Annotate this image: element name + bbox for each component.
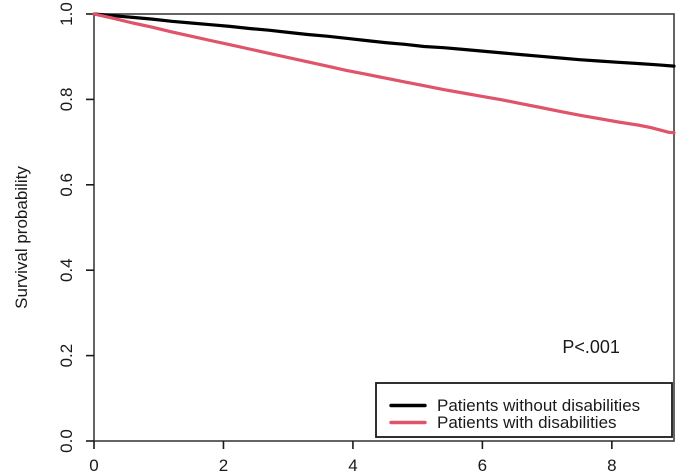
- annotation-group: P<.001: [562, 337, 620, 357]
- plot-box: [93, 13, 675, 442]
- y-axis-tick-label: 0.0: [57, 429, 76, 453]
- series-group: [92, 12, 676, 135]
- x-axis-tick-label: 2: [219, 456, 228, 475]
- legend-label-patients-without-disabilities: Patients without disabilities: [437, 396, 640, 415]
- y-axis-tick-label: 0.6: [57, 173, 76, 197]
- y-axis-tick-label: 1.0: [57, 2, 76, 26]
- axes-group: 0 2 4 6 8 0.0 0.2 0.4 0.6 0.8 1.0 Survival probabil…: [12, 2, 617, 475]
- x-axis-tick-label: 6: [478, 456, 487, 475]
- x-axis-tick-label: 4: [348, 456, 357, 475]
- x-axis-tick-label: 8: [607, 456, 616, 475]
- y-axis-title: Survival probability: [12, 166, 31, 309]
- legend-label-patients-with-disabilities: Patients with disabilities: [437, 413, 617, 432]
- y-axis-tick-label: 0.4: [57, 258, 76, 282]
- legend-box: [375, 382, 673, 438]
- series-line-patients-without-disabilities: [92, 12, 676, 68]
- y-axis-tick-label: 0.2: [57, 344, 76, 368]
- y-axis-tick-label: 0.8: [57, 88, 76, 112]
- p-value-annotation: P<.001: [562, 337, 620, 357]
- series-line-patients-with-disabilities: [92, 12, 676, 135]
- plot-frame-group: [93, 13, 675, 442]
- x-axis-tick-label: 0: [89, 456, 98, 475]
